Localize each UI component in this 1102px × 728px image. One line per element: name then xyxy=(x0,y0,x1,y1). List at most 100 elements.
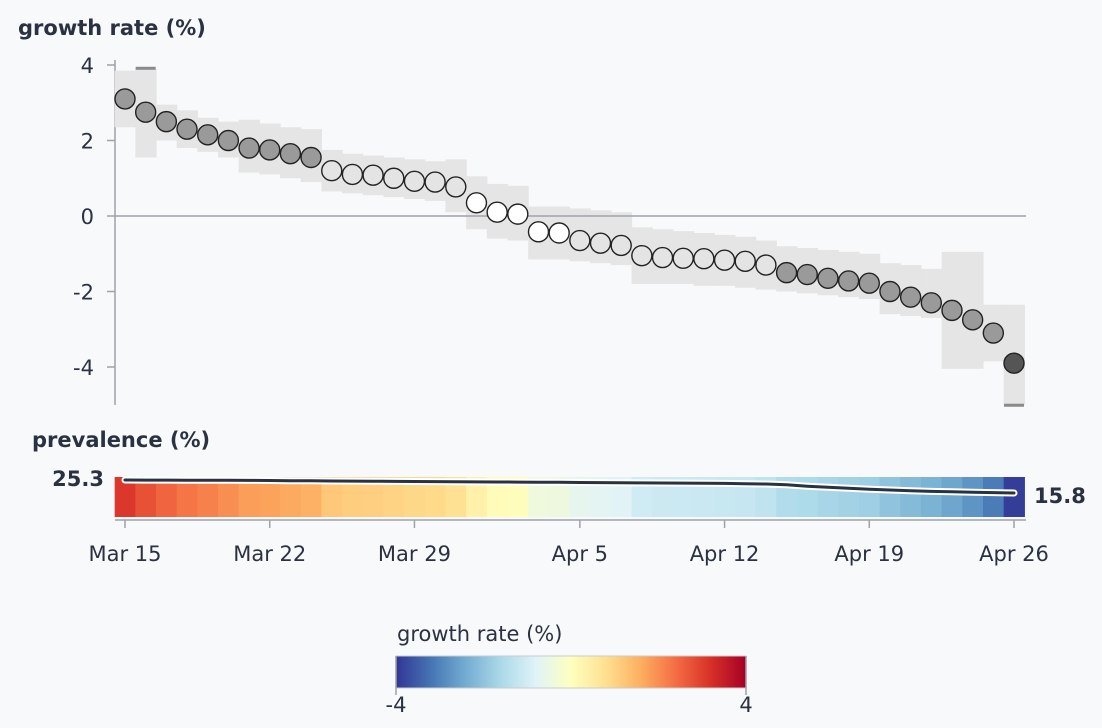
x-tick-label: Apr 5 xyxy=(552,542,608,566)
prevalence-end-label: 15.8 xyxy=(1034,484,1086,508)
strip-cell xyxy=(838,477,860,517)
growth-point xyxy=(961,309,984,331)
growth-point xyxy=(734,250,756,272)
growth-point xyxy=(238,137,260,159)
strip-cell xyxy=(176,477,198,517)
growth-point xyxy=(465,192,488,214)
growth-point xyxy=(527,221,550,243)
strip-cell xyxy=(156,477,178,517)
growth-point xyxy=(1003,352,1025,374)
x-tick-label: Apr 12 xyxy=(690,542,760,566)
growth-point xyxy=(941,299,963,322)
growth-point xyxy=(403,170,426,192)
x-tick-label: Apr 26 xyxy=(979,542,1049,566)
y-tick-label: 4 xyxy=(81,54,94,78)
strip-cell xyxy=(817,477,839,517)
prevalence-title: prevalence (%) xyxy=(32,428,210,452)
growth-point xyxy=(196,124,219,146)
growth-point xyxy=(858,272,880,294)
strip-cell xyxy=(321,477,343,517)
prevalence-strip xyxy=(114,477,1025,517)
strip-cell xyxy=(610,477,633,517)
growth-points xyxy=(114,88,1025,374)
growth-point xyxy=(879,280,901,303)
strip-cell xyxy=(900,477,922,517)
strip-cell xyxy=(693,477,715,517)
growth-point xyxy=(899,286,922,308)
growth-point xyxy=(383,167,405,189)
color-legend: growth rate (%) -4 4 xyxy=(386,622,753,717)
strip-cell xyxy=(569,477,591,517)
y-tick-label: 2 xyxy=(81,130,94,154)
prevalence-start-label: 25.3 xyxy=(52,467,104,491)
growth-point xyxy=(817,267,839,289)
prevalence-line xyxy=(121,476,1018,497)
prevalence-line-path xyxy=(123,478,1016,495)
x-tick-label: Mar 22 xyxy=(233,542,306,566)
growth-point xyxy=(920,292,943,314)
growth-point xyxy=(693,247,715,270)
strip-cell xyxy=(445,477,467,517)
growth-point xyxy=(300,146,322,169)
growth-point xyxy=(631,244,653,267)
strip-cell xyxy=(424,477,447,517)
strip-cell xyxy=(466,477,488,517)
strip-cell xyxy=(342,477,364,517)
growth-point xyxy=(610,234,632,257)
growth-point xyxy=(155,110,178,133)
strip-cell xyxy=(920,477,943,517)
band-cap-top xyxy=(135,66,156,70)
legend-min-label: -4 xyxy=(386,693,407,717)
strip-cell xyxy=(218,477,240,517)
x-tick-label: Mar 29 xyxy=(378,542,451,566)
strip-cell xyxy=(962,477,984,517)
strip-cell xyxy=(631,477,653,517)
strip-cell xyxy=(1003,477,1025,517)
growth-point xyxy=(217,129,240,152)
growth-point xyxy=(114,88,136,110)
legend-title: growth rate (%) xyxy=(397,622,562,646)
strip-cell xyxy=(528,477,550,517)
growth-point xyxy=(341,163,364,186)
strip-cell xyxy=(362,477,385,517)
strip-cell xyxy=(548,477,571,517)
confidence-bands xyxy=(114,66,1025,407)
y-tick-label: -2 xyxy=(73,281,94,305)
growth-point xyxy=(651,246,674,269)
growth-point xyxy=(548,222,570,244)
growth-point xyxy=(713,249,736,271)
strip-cell xyxy=(714,477,736,517)
strip-cell xyxy=(280,477,302,517)
strip-cell xyxy=(404,477,426,517)
x-tick-label: Apr 19 xyxy=(834,542,904,566)
strip-cell xyxy=(114,477,136,517)
growth-chart-title: growth rate (%) xyxy=(18,16,206,40)
growth-point xyxy=(176,118,198,140)
growth-point xyxy=(445,176,467,198)
strip-cell xyxy=(672,477,695,517)
strip-cell xyxy=(135,477,157,517)
legend-color-bar xyxy=(395,655,747,689)
y-tick-label: -4 xyxy=(73,356,94,380)
y-tick-label: 0 xyxy=(81,205,94,229)
strip-cell xyxy=(486,477,509,517)
strip-cell xyxy=(858,477,881,517)
strip-cell xyxy=(300,477,323,517)
growth-point xyxy=(775,261,798,284)
growth-point xyxy=(259,139,281,161)
x-axis: Mar 15 Mar 22 Mar 29 Apr 5 Apr 12 Apr 19 Apr 2… xyxy=(88,519,1049,566)
strip-cell xyxy=(982,477,1005,517)
growth-point xyxy=(362,164,384,186)
y-axis: 4 2 0 -2 -4 xyxy=(73,54,116,405)
growth-point xyxy=(672,247,694,269)
growth-point xyxy=(589,232,612,254)
strip-cell xyxy=(383,477,405,517)
growth-point xyxy=(486,201,508,223)
strip-cell xyxy=(238,477,260,517)
strip-cell xyxy=(507,477,529,517)
growth-point xyxy=(279,143,302,165)
strip-cell xyxy=(879,477,901,517)
growth-point xyxy=(134,101,157,123)
growth-point xyxy=(982,322,1005,344)
